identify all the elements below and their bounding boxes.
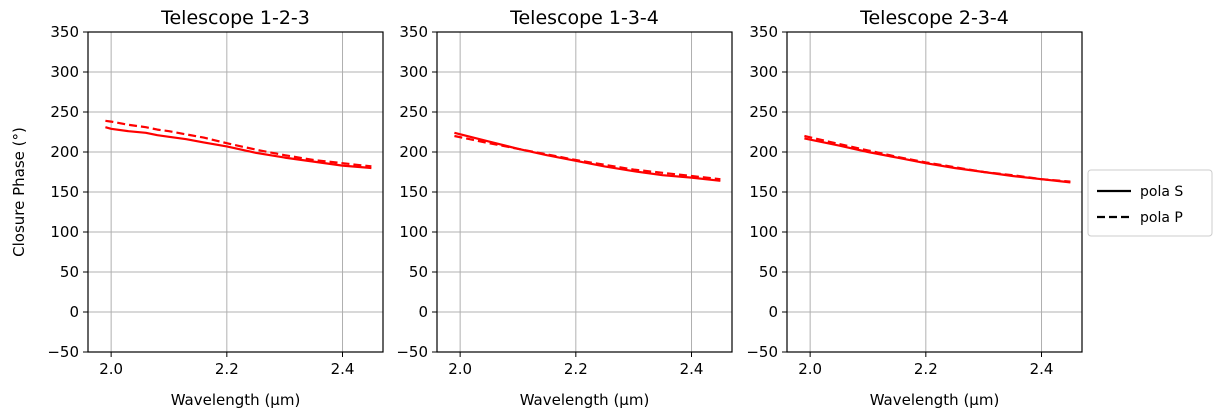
legend-label: pola P (1140, 210, 1183, 226)
y-axis-label: Closure Phase (°) (10, 127, 28, 257)
x-tick-label: 2.4 (680, 360, 704, 378)
chart-title: Telescope 1-2-3 (160, 7, 310, 29)
y-tick-label: 200 (399, 143, 428, 161)
y-tick-label: 250 (749, 103, 778, 121)
y-tick-label: −50 (47, 343, 79, 361)
x-tick-label: 2.2 (914, 360, 938, 378)
y-tick-label: 300 (50, 63, 79, 81)
chart-title: Telescope 1-3-4 (509, 7, 659, 29)
y-tick-label: 0 (418, 303, 428, 321)
x-tick-label: 2.0 (448, 360, 472, 378)
y-tick-label: 200 (749, 143, 778, 161)
y-tick-label: 350 (749, 23, 778, 41)
y-tick-label: 50 (409, 263, 428, 281)
y-tick-label: 200 (50, 143, 79, 161)
x-tick-label: 2.4 (331, 360, 355, 378)
x-tick-label: 2.0 (798, 360, 822, 378)
x-tick-label: 2.4 (1030, 360, 1054, 378)
y-tick-label: 350 (50, 23, 79, 41)
x-axis-label: Wavelength (μm) (171, 391, 301, 409)
y-tick-label: 50 (759, 263, 778, 281)
y-tick-label: −50 (746, 343, 778, 361)
series-line (804, 134, 1071, 183)
series-line (454, 131, 721, 182)
y-tick-label: 150 (399, 183, 428, 201)
y-tick-label: 100 (50, 223, 79, 241)
x-axis-label: Wavelength (μm) (520, 391, 650, 409)
chart-panel: 2.0 2.2 2.4 −50 0 50 100 150 200 250 300 350 Telesco… (10, 7, 384, 409)
x-tick-label: 2.2 (564, 360, 588, 378)
chart-panels: 2.0 2.2 2.4 −50 0 50 100 150 200 250 300 350 Telesco… (10, 7, 1083, 409)
y-tick-label: 0 (768, 303, 778, 321)
y-tick-label: 150 (50, 183, 79, 201)
series-line (454, 134, 721, 181)
y-tick-label: 250 (399, 103, 428, 121)
chart-title: Telescope 2-3-4 (859, 7, 1009, 29)
y-tick-label: 100 (749, 223, 778, 241)
y-tick-label: 100 (399, 223, 428, 241)
x-tick-label: 2.0 (99, 360, 123, 378)
chart-panel: 2.0 2.2 2.4 −50 0 50 100 150 200 250 300 350 Telesco… (746, 7, 1083, 409)
y-tick-label: 300 (749, 63, 778, 81)
y-tick-label: 300 (399, 63, 428, 81)
x-axis-label: Wavelength (μm) (870, 391, 1000, 409)
legend-label: pola S (1140, 184, 1183, 200)
chart-panel: 2.0 2.2 2.4 −50 0 50 100 150 200 250 300 350 Telesco… (396, 7, 733, 409)
y-tick-label: 250 (50, 103, 79, 121)
y-tick-label: 50 (60, 263, 79, 281)
legend: pola S pola P (1087, 169, 1213, 237)
y-tick-label: 150 (749, 183, 778, 201)
y-tick-label: 350 (399, 23, 428, 41)
series-line (105, 126, 372, 170)
y-tick-label: 0 (69, 303, 79, 321)
x-tick-label: 2.2 (215, 360, 239, 378)
y-tick-label: −50 (396, 343, 428, 361)
legend-frame (1087, 169, 1213, 237)
series-line (105, 119, 372, 168)
